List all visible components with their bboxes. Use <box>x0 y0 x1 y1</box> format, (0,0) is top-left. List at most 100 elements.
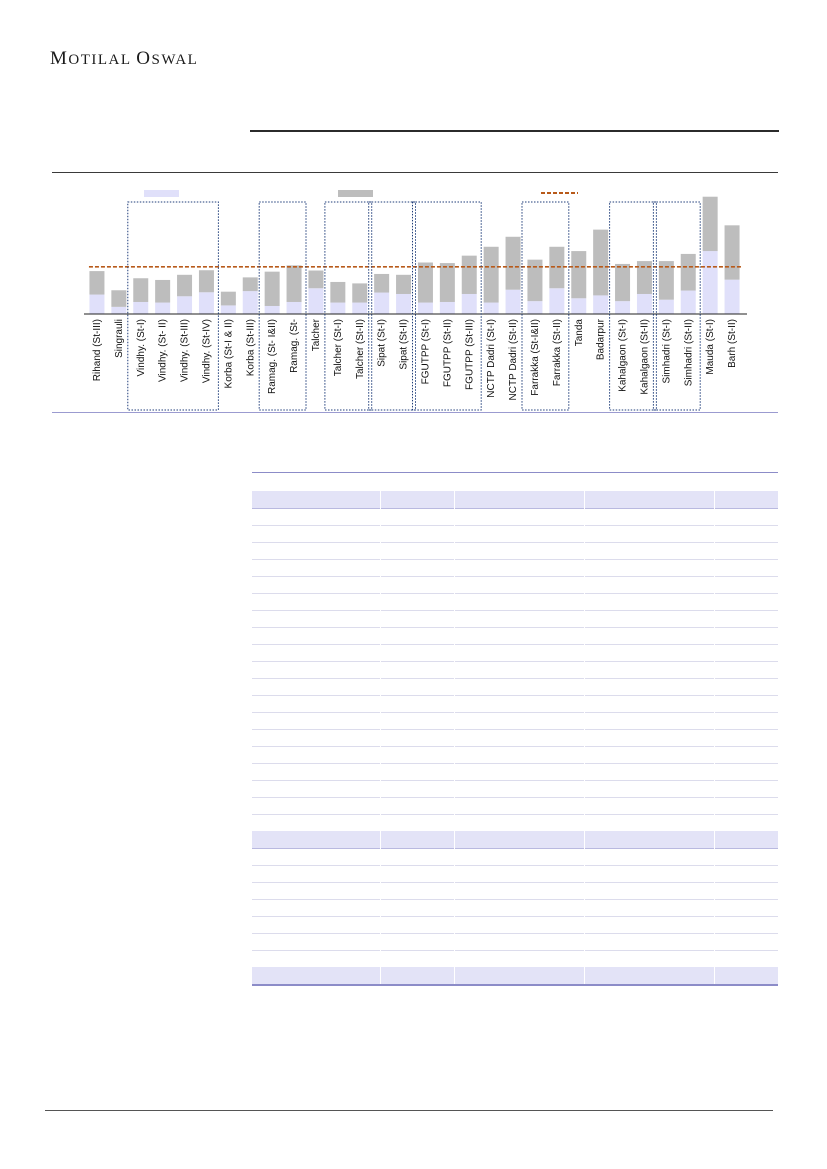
column-divider <box>584 644 585 661</box>
bar-series-2 <box>417 262 433 303</box>
column-divider <box>379 491 381 508</box>
chart-panel: Rihand (St-III) Singrauli Vindhy. (St-I) Vi… <box>52 172 778 413</box>
bar-series-1 <box>636 293 652 314</box>
column-divider <box>713 508 715 525</box>
bar-series-2 <box>89 271 105 295</box>
column-divider <box>713 831 715 848</box>
bar-series-2 <box>374 273 390 293</box>
column-divider <box>584 576 585 593</box>
column-divider <box>379 763 381 780</box>
column-divider <box>584 865 585 882</box>
bar-series-2 <box>505 236 521 290</box>
legend-swatch-series-2 <box>338 190 373 197</box>
table-top-rule <box>252 472 778 473</box>
column-divider <box>584 542 585 559</box>
column-divider <box>713 763 715 780</box>
bar-series-2 <box>636 261 652 294</box>
table-row <box>252 899 778 917</box>
column-divider <box>584 933 585 950</box>
bar-series-2 <box>461 255 477 294</box>
bar-series-2 <box>549 246 565 289</box>
table-row <box>252 848 778 866</box>
category-label: Vindhy. (St-I) <box>136 319 147 376</box>
bar-series-2 <box>396 274 412 294</box>
company-logo: MOTILAL OSWAL <box>50 48 199 69</box>
column-divider <box>379 899 381 916</box>
column-divider <box>713 967 715 984</box>
column-divider <box>584 695 585 712</box>
column-divider <box>379 865 381 882</box>
column-divider <box>454 899 456 916</box>
group-box <box>324 201 373 411</box>
column-divider <box>713 882 715 899</box>
table-row <box>252 763 778 781</box>
column-divider <box>713 865 715 882</box>
column-divider <box>584 899 585 916</box>
column-divider <box>379 542 381 559</box>
category-label: Singrauli <box>114 319 125 358</box>
category-label: FGUTPP (St-III) <box>464 319 475 390</box>
column-divider <box>584 916 585 933</box>
table-row <box>252 661 778 679</box>
category-label: Korba (St-III) <box>245 319 256 376</box>
bar-series-2 <box>593 229 609 296</box>
table-row <box>252 542 778 560</box>
column-divider <box>379 916 381 933</box>
column-divider <box>584 746 585 763</box>
column-divider <box>379 848 381 865</box>
category-label: Korba (St-I & II) <box>223 319 234 388</box>
stacked-bar-chart: Rihand (St-III) Singrauli Vindhy. (St-I) Vi… <box>84 190 747 411</box>
bar-series-1 <box>264 305 280 314</box>
column-divider <box>454 763 456 780</box>
column-divider <box>379 695 381 712</box>
column-divider <box>584 882 585 899</box>
column-divider <box>379 644 381 661</box>
bar-series-1 <box>352 302 368 314</box>
table-row <box>252 814 778 832</box>
table-row <box>252 695 778 713</box>
column-divider <box>584 508 585 525</box>
column-divider <box>584 678 585 695</box>
column-divider <box>379 712 381 729</box>
category-label: Vindhy. (St-III) <box>180 319 191 382</box>
table-row <box>252 933 778 951</box>
bar-series-1 <box>680 290 696 314</box>
column-divider <box>379 797 381 814</box>
bar-series-2 <box>242 277 258 292</box>
footer-rule <box>45 1110 773 1111</box>
group-box <box>652 201 701 411</box>
group-box <box>412 201 482 411</box>
table-row <box>252 712 778 730</box>
chart-bottom-rule <box>52 412 778 413</box>
column-divider <box>454 933 456 950</box>
bar-series-1 <box>439 301 455 314</box>
bar-series-2 <box>658 261 674 300</box>
bar-series-2 <box>155 279 171 303</box>
bar-series-2 <box>702 196 718 252</box>
table-row <box>252 559 778 577</box>
column-divider <box>379 593 381 610</box>
bar-series-2 <box>220 291 236 306</box>
column-divider <box>454 559 456 576</box>
column-divider <box>379 610 381 627</box>
table-row <box>252 831 778 849</box>
bar-series-2 <box>680 253 696 291</box>
category-label: Simhadri (St-I) <box>661 319 672 383</box>
bar-series-2 <box>330 281 346 303</box>
column-divider <box>584 593 585 610</box>
column-divider <box>713 712 715 729</box>
column-divider <box>584 814 585 831</box>
column-divider <box>454 525 456 542</box>
category-label: Talcher (St-I) <box>333 319 344 376</box>
table-row <box>252 797 778 815</box>
table-bottom-rule <box>252 984 778 986</box>
column-divider <box>713 610 715 627</box>
bar-series-1 <box>527 301 543 314</box>
column-divider <box>454 576 456 593</box>
category-label: NCTP Dadri (St-II) <box>508 319 519 401</box>
bar-series-2 <box>177 274 193 297</box>
column-divider <box>454 678 456 695</box>
bar-series-2 <box>111 290 127 307</box>
column-divider <box>454 729 456 746</box>
bar-series-1 <box>483 302 499 314</box>
